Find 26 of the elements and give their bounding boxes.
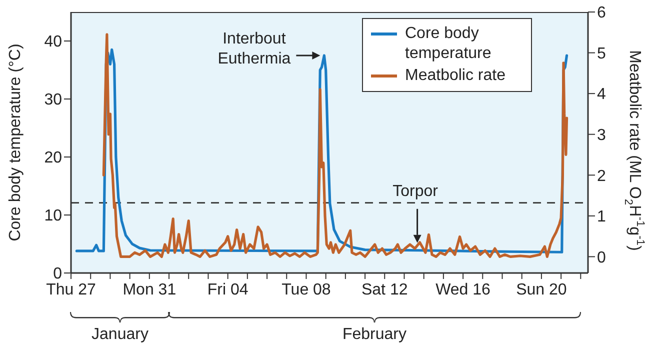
y2-tick-label: 0 xyxy=(597,249,606,266)
y2-tick-label: 1 xyxy=(597,208,606,226)
annotation: Torpor xyxy=(392,182,439,200)
x-tick-label: Wed 16 xyxy=(436,281,491,298)
x-tick-label: Mon 31 xyxy=(122,281,176,298)
y2-tick-label: 6 xyxy=(597,4,606,22)
x-tick-label: Sat 12 xyxy=(362,281,408,298)
x-tick-label: Sun 20 xyxy=(516,281,567,298)
y-axis-title: Core body temperature (°C) xyxy=(7,44,24,242)
y-tick-label: 30 xyxy=(44,92,62,109)
x-tick-label: Tue 08 xyxy=(282,281,331,298)
y-tick-label: 20 xyxy=(44,150,62,167)
legend-label: Core body temperature xyxy=(405,24,492,64)
y-tick-label: 10 xyxy=(44,208,62,225)
x-tick-label: Fri 04 xyxy=(207,281,248,298)
text: February xyxy=(342,326,407,343)
text: January xyxy=(92,326,148,343)
y-tick-label: 40 xyxy=(44,34,62,51)
y2-tick-label: 4 xyxy=(597,86,606,104)
y2-tick-label: 3 xyxy=(597,127,606,144)
x-tick-label: Thu 27 xyxy=(46,281,96,298)
y-tick-label: 0 xyxy=(53,266,62,283)
y2-tick-label: 5 xyxy=(597,45,606,62)
legend-label: Meatbolic rate xyxy=(405,66,506,86)
annotation: Interbout Euthermia xyxy=(218,30,291,68)
y2-tick-label: 2 xyxy=(597,168,606,185)
